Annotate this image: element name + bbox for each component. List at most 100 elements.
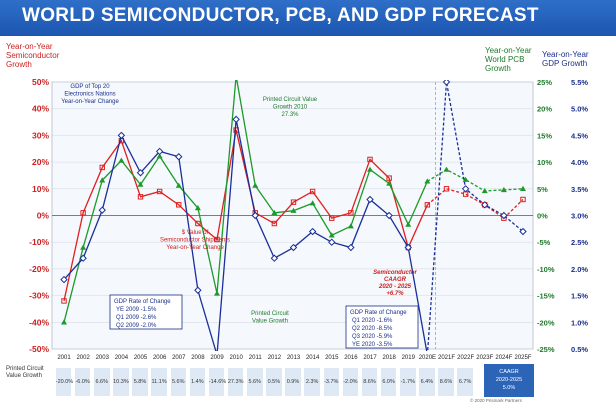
x-tick-label: 2004 xyxy=(115,355,129,361)
gdp-point xyxy=(481,201,489,209)
gdp-tick-label: 1.5% xyxy=(571,292,588,301)
gdp-2009-box-title: GDP Rate of Change xyxy=(114,299,171,305)
x-tick-label: 2022F xyxy=(457,355,474,361)
pcb-point xyxy=(367,166,373,172)
gdp-point xyxy=(289,243,298,252)
gdp-point xyxy=(251,211,259,220)
semi-annotation: $ Value of xyxy=(182,230,209,236)
left-tick-label: 50% xyxy=(32,77,49,87)
pcb-point xyxy=(252,182,259,188)
gdp-point xyxy=(461,185,470,193)
pcb-point xyxy=(328,232,335,238)
x-tick-label: 2014 xyxy=(306,355,320,361)
pcb-point xyxy=(405,221,412,227)
pcb-point xyxy=(233,73,239,78)
table-cell: -3.7% xyxy=(323,368,339,396)
title-banner xyxy=(0,0,616,36)
gdp-2009-box-row: Q2 2009 -2.0% xyxy=(116,323,157,329)
gdp-point xyxy=(519,227,527,236)
table-cell: 0.9% xyxy=(285,368,301,396)
x-tick-label: 2008 xyxy=(191,355,205,361)
x-tick-label: 2002 xyxy=(76,355,90,361)
pcb-tick-label: 20% xyxy=(537,105,552,114)
semiconductor-point xyxy=(424,202,431,208)
gdp-tick-label: 5.0% xyxy=(571,105,588,114)
pcb-point xyxy=(214,290,220,296)
pcb-axis-label: Year-on-Year World PCB Growth xyxy=(485,46,532,73)
gdp-tick-label: 0.5% xyxy=(571,345,588,354)
table-cell: 6.7% xyxy=(457,368,473,396)
pcb-point xyxy=(137,181,144,187)
pcb-point xyxy=(500,186,507,193)
pcb-point xyxy=(462,176,469,182)
cagr-years: 2020-2025 xyxy=(495,377,523,383)
x-tick-label: 2009 xyxy=(210,355,224,361)
left-tick-label: 10% xyxy=(32,184,49,194)
pcb-tick-label: -15% xyxy=(537,292,555,301)
gdp-tick-label: 5.5% xyxy=(571,78,588,87)
table-cell: 5.8% xyxy=(132,368,148,396)
page-title: WORLD SEMICONDUCTOR, PCB, AND GDP FORECA… xyxy=(22,5,539,26)
pcb-point xyxy=(118,157,125,163)
pcb-tick-label: 0% xyxy=(537,212,548,221)
gdp-axis-label: Year-on-Year GDP Growth xyxy=(542,50,589,68)
semiconductor-point xyxy=(137,194,144,200)
gdp-annotation: Year-on-Year Change xyxy=(61,99,119,105)
gdp-tick-label: 2.0% xyxy=(571,265,588,274)
pcb-line xyxy=(63,80,428,323)
semiconductor-point xyxy=(329,215,335,221)
gdp-2009-box-row: YE 2009 -1.5% xyxy=(116,307,157,313)
gdp-series xyxy=(60,80,527,351)
gdp-tick-label: 4.5% xyxy=(571,131,588,140)
pcb-low-annotation: Printed Circuit xyxy=(251,311,289,317)
gdp-2020-box-row: Q1 2020 -1.6% xyxy=(352,318,393,324)
cagr-annotation: Semiconductor xyxy=(373,270,417,276)
gdp-2020-box-row: Q3 2020 -5.9% xyxy=(352,334,393,340)
gdp-point xyxy=(328,238,336,246)
table-cell: 8.6% xyxy=(361,368,378,396)
semiconductor-point xyxy=(156,188,163,195)
table-cell: 6.6% xyxy=(94,368,110,396)
pcb-tick-label: -5% xyxy=(537,238,551,247)
pcb-point xyxy=(443,166,450,172)
left-tick-label: -40% xyxy=(29,317,49,327)
gdp-tick-label: 1.0% xyxy=(571,318,588,327)
table-row-label: Printed Circuit Value Growth xyxy=(6,366,44,379)
left-tick-label: -10% xyxy=(29,237,49,247)
pcb-tick-label: 10% xyxy=(537,158,552,167)
gdp-2020-box-row: YE 2020 -3.5% xyxy=(352,342,393,348)
left-tick-label: 40% xyxy=(32,104,49,114)
gdp-point xyxy=(442,80,451,86)
table-cell: -2.0% xyxy=(342,368,359,396)
table-cell: 11.1% xyxy=(151,368,167,396)
table-cell: 1.4% xyxy=(189,368,206,396)
table-cell: -1.7% xyxy=(400,368,416,396)
table-cell: -6.0% xyxy=(74,368,91,396)
gdp-point xyxy=(347,243,355,252)
pcb-forecast-line xyxy=(427,168,524,192)
gdp-point xyxy=(308,227,317,236)
gdp-2020-box xyxy=(345,305,419,349)
semiconductor-point xyxy=(386,175,392,181)
x-tick-label: 2007 xyxy=(172,355,186,361)
table-cell: 10.3% xyxy=(113,368,129,396)
gdp-point xyxy=(155,147,164,156)
pcb-tick-label: -25% xyxy=(537,345,555,354)
x-tick-label: 2019 xyxy=(402,355,416,361)
x-tick-label: 2011 xyxy=(249,355,263,361)
gdp-line xyxy=(63,119,428,351)
x-tick-label: 2025F xyxy=(514,355,531,361)
x-tick-label: 2012 xyxy=(268,355,282,361)
semiconductor-point xyxy=(348,210,354,216)
x-tick-label: 2018 xyxy=(382,355,396,361)
cagr-annotation: +6.7% xyxy=(386,291,404,297)
left-tick-label: 30% xyxy=(32,130,49,140)
gdp-2009-box-row: Q1 2009 -2.6% xyxy=(116,315,157,321)
pcb-tick-label: 25% xyxy=(537,78,552,87)
pcb-point xyxy=(175,182,182,188)
semiconductor-point xyxy=(80,210,86,216)
pcb-point xyxy=(80,244,87,250)
x-tick-label: 2024F xyxy=(495,355,512,361)
x-tick-label: 2005 xyxy=(134,355,148,361)
